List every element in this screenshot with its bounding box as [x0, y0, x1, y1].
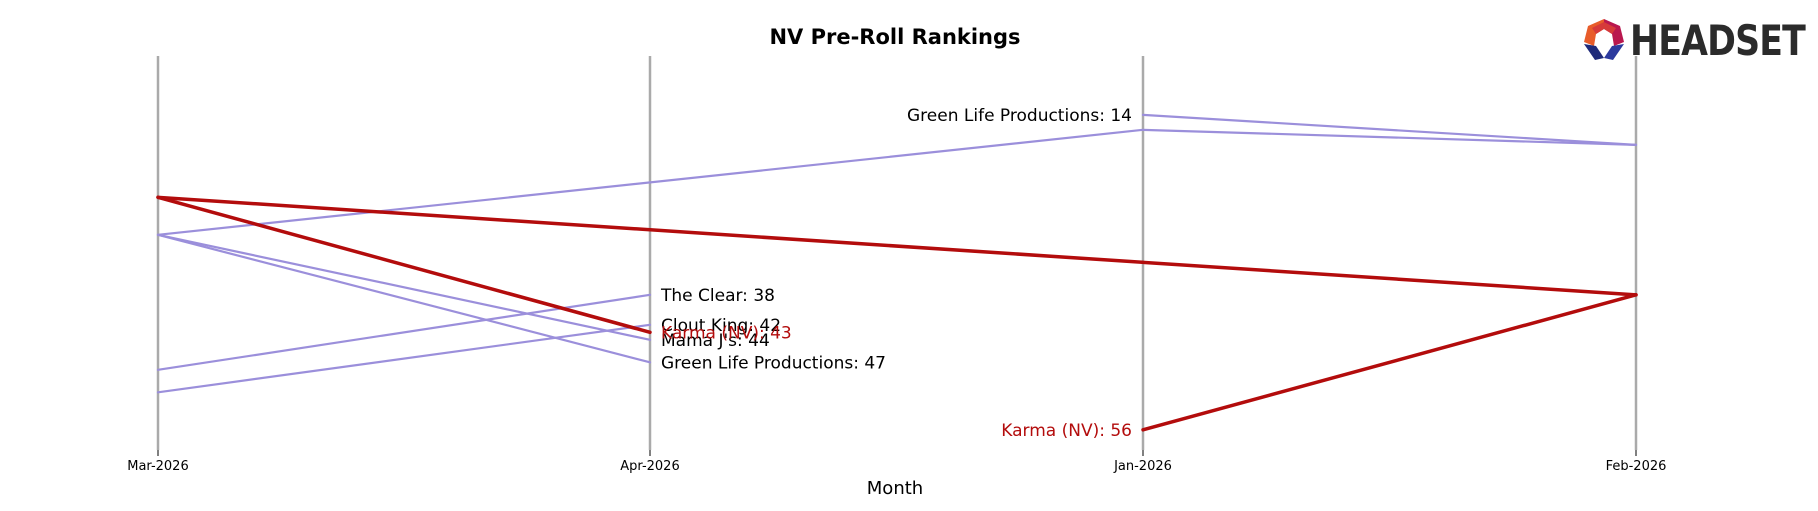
x-tick-label: Feb-2026 [1606, 459, 1667, 474]
highlight-series-line [156, 195, 652, 335]
data-label: Mama J's: 44 [661, 331, 770, 351]
data-label: Karma (NV): 43 [661, 323, 792, 343]
data-label: Green Life Productions: 14 [907, 106, 1132, 126]
highlight-series-line [1141, 293, 1638, 432]
lines-layer [156, 113, 1638, 432]
series-line [1141, 113, 1638, 146]
series-line [156, 233, 652, 364]
series-line [156, 233, 652, 341]
headset-logo: HEADSET [1584, 16, 1807, 65]
x-tick-label: Jan-2026 [1113, 459, 1172, 474]
data-label: The Clear: 38 [660, 286, 775, 306]
headset-hexagon-logo-icon [1584, 19, 1624, 60]
highlight-series-line [156, 195, 1638, 297]
x-tick-label: Mar-2026 [127, 459, 188, 474]
data-label: Clout King: 42 [661, 316, 781, 336]
x-axis-label: Month [867, 478, 923, 499]
x-tick-label: Apr-2026 [620, 459, 679, 474]
labels-layer: Green Life Productions: 47 The Clear: 38 C… [660, 106, 1132, 441]
axes-layer: Mar-2026 Apr-2026 Jan-2026 Feb-2026 [127, 56, 1666, 474]
series-line [156, 128, 1638, 236]
data-label: Karma (NV): 56 [1001, 421, 1132, 441]
series-line [156, 323, 652, 394]
data-label: Green Life Productions: 47 [661, 353, 886, 373]
series-line [156, 293, 652, 371]
headset-logo-text: HEADSET [1630, 16, 1806, 65]
chart-title: NV Pre-Roll Rankings [769, 25, 1020, 49]
